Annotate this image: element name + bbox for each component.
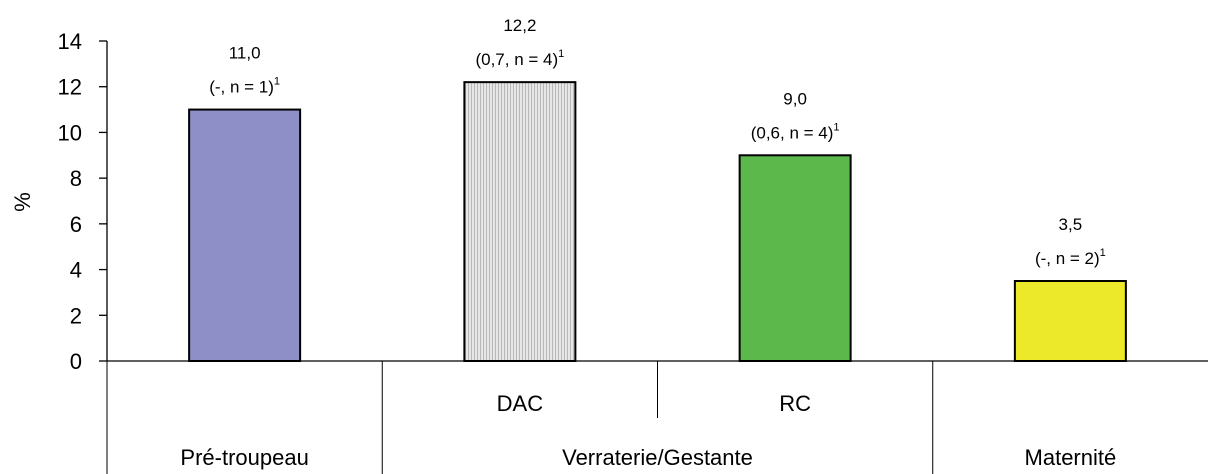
y-tick-label: 10 xyxy=(58,120,82,145)
bars xyxy=(188,81,1127,363)
y-tick-label: 6 xyxy=(70,212,82,237)
bar-annotation-label: (-, n = 2)1 xyxy=(1035,247,1106,268)
group-label: Verraterie/Gestante xyxy=(562,445,753,470)
subcategory-label: DAC xyxy=(497,391,544,416)
y-tick-label: 14 xyxy=(58,29,82,54)
labels: 11,0 (-, n = 1)1 12,2 (0,7, n = 4)1 DAC 9,0 (0… xyxy=(180,16,1116,470)
subcategory-label: RC xyxy=(779,391,811,416)
group-label: Pré-troupeau xyxy=(180,445,308,470)
bar-rc xyxy=(738,154,852,362)
y-tick-label: 12 xyxy=(58,75,82,100)
y-tick-label: 0 xyxy=(70,349,82,374)
bar-value-label: 3,5 xyxy=(1059,215,1083,234)
y-tick-label: 2 xyxy=(70,303,82,328)
y-axis-label: % xyxy=(10,192,35,212)
bar-annotation-label: (0,7, n = 4)1 xyxy=(475,48,564,69)
bar-value-label: 9,0 xyxy=(783,89,807,108)
bar-dac xyxy=(463,81,577,363)
bar-value-label: 12,2 xyxy=(503,16,536,35)
group-label: Maternité xyxy=(1025,445,1117,470)
y-tick-label: 8 xyxy=(70,166,82,191)
bar-maternit- xyxy=(1013,280,1127,362)
bar-pr-troupeau xyxy=(188,108,302,362)
bar-value-label: 11,0 xyxy=(229,44,261,63)
y-tick-label: 4 xyxy=(70,258,82,283)
bar-annotation-label: (-, n = 1)1 xyxy=(209,76,280,97)
bar-annotation-label: (0,6, n = 4)1 xyxy=(751,121,840,142)
